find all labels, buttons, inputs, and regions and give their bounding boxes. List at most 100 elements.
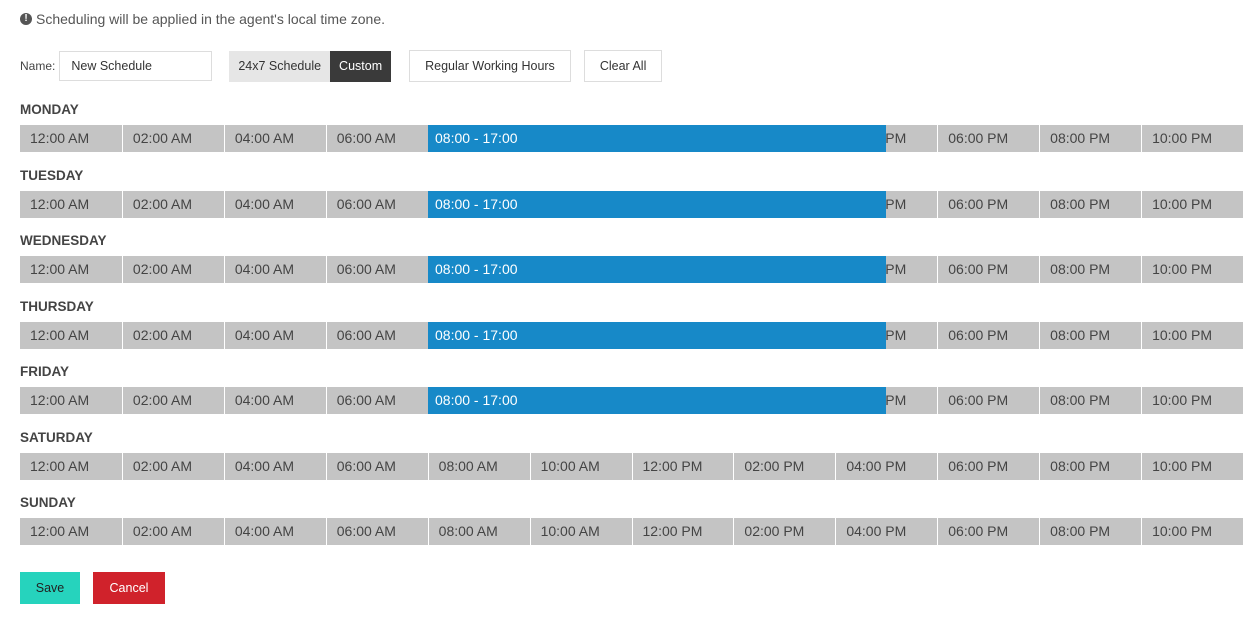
working-hours-block[interactable]: 08:00 - 17:00 (428, 125, 886, 152)
time-slot[interactable]: 06:00 PM (937, 190, 1039, 218)
time-slot[interactable]: 04:00 AM (223, 125, 326, 152)
time-slot[interactable]: 02:00 PM (733, 518, 835, 545)
time-slot[interactable]: 10:00 PM (1141, 190, 1243, 218)
time-slot[interactable]: 10:00 PM (1141, 518, 1243, 545)
time-slot[interactable]: 12:00 AM (30, 130, 90, 146)
working-hours-block[interactable]: 08:00 - 17:00 (428, 190, 886, 218)
schedule-name-input[interactable] (59, 51, 213, 81)
time-slot[interactable]: 06:00 PM (937, 518, 1039, 545)
time-slot[interactable]: 06:00 PM (937, 387, 1039, 414)
time-slot[interactable]: 06:00 AM (325, 387, 428, 414)
time-slot[interactable]: 06:00 AM (325, 256, 428, 283)
time-slot[interactable]: 06:00 AM (325, 452, 428, 480)
form-actions: Save Cancel (20, 572, 165, 604)
time-slot[interactable]: 02:00 AM (121, 125, 224, 152)
cancel-button[interactable]: Cancel (93, 572, 165, 604)
time-slot[interactable]: 12:00 AM (30, 195, 90, 212)
time-slot[interactable]: 08:00 AM (427, 452, 530, 480)
time-slot[interactable]: 12:00 AM (30, 392, 90, 408)
time-slot[interactable]: 08:00 PM (1039, 518, 1141, 545)
time-slot[interactable]: 12:00 PM (631, 452, 734, 480)
day-label: MONDAY (20, 102, 79, 117)
timezone-notice: ! Scheduling will be applied in the agen… (20, 11, 385, 27)
time-slot[interactable]: 02:00 AM (121, 190, 224, 218)
time-slot[interactable]: 08:00 PM (1039, 190, 1141, 218)
time-slot[interactable]: 12:00 AM (30, 261, 90, 277)
day-label: FRIDAY (20, 364, 70, 379)
time-slot[interactable]: 10:00 PM (1141, 387, 1243, 414)
working-hours-block[interactable]: 08:00 - 17:00 (428, 387, 886, 414)
time-slot[interactable]: 08:00 PM (1039, 452, 1141, 480)
time-slot[interactable]: 02:00 AM (121, 256, 224, 283)
time-slot[interactable]: 08:00 PM (1039, 256, 1141, 283)
time-slot[interactable]: 10:00 PM (1141, 125, 1243, 152)
day-row-thursday: THURSDAY 12:00 AM 02:00 AM 04:00 AM 06:00 AM… (20, 297, 1243, 363)
day-row-saturday: SATURDAY 12:00 AM 02:00 AM 04:00 AM 06:00 AM… (20, 428, 1243, 494)
time-slot[interactable]: 02:00 AM (121, 518, 224, 545)
working-hours-block[interactable]: 08:00 - 17:00 (428, 256, 886, 283)
time-slot[interactable]: 04:00 PM (835, 452, 937, 480)
time-slot[interactable]: 12:00 AM (30, 457, 90, 474)
time-slot[interactable]: 04:00 AM (223, 256, 326, 283)
day-row-wednesday: WEDNESDAY 12:00 AM 02:00 AM 04:00 AM 06:00 A… (20, 231, 1243, 297)
time-slot[interactable]: 02:00 AM (121, 452, 224, 480)
time-slot[interactable]: 04:00 AM (223, 321, 326, 349)
day-label: WEDNESDAY (20, 233, 107, 248)
time-slot[interactable]: 02:00 PM (733, 452, 835, 480)
time-slot[interactable]: 06:00 PM (937, 321, 1039, 349)
time-slot[interactable]: 12:00 AM (30, 326, 90, 343)
day-row-sunday: SUNDAY 12:00 AM 02:00 AM 04:00 AM 06:00 AM 08… (20, 493, 1243, 559)
time-slot[interactable]: 02:00 AM (121, 387, 224, 414)
working-hours-block[interactable]: 08:00 - 17:00 (428, 321, 886, 349)
day-label: SUNDAY (20, 495, 76, 510)
time-slot[interactable]: 10:00 PM (1141, 256, 1243, 283)
time-slot[interactable]: 08:00 PM (1039, 125, 1141, 152)
day-label: THURSDAY (20, 298, 94, 314)
schedule-mode-toggle: 24x7 Schedule Custom (229, 50, 392, 82)
time-slot[interactable]: 08:00 PM (1039, 321, 1141, 349)
time-slot[interactable]: 04:00 AM (223, 518, 326, 545)
time-slot[interactable]: 02:00 AM (121, 321, 224, 349)
day-label: SATURDAY (20, 429, 93, 445)
exclamation-info-icon: ! (20, 13, 32, 25)
time-slot[interactable]: 06:00 PM (937, 125, 1039, 152)
regular-working-hours-button[interactable]: Regular Working Hours (409, 50, 571, 82)
time-slot[interactable]: 04:00 AM (223, 387, 326, 414)
time-slot[interactable]: 06:00 AM (325, 190, 428, 218)
time-slot[interactable]: 08:00 PM (1039, 387, 1141, 414)
time-slot[interactable]: 06:00 AM (325, 321, 428, 349)
time-slot[interactable]: 06:00 AM (325, 518, 428, 545)
save-button[interactable]: Save (20, 572, 80, 604)
time-slot[interactable]: 04:00 PM (835, 518, 937, 545)
time-slot[interactable]: 10:00 AM (529, 452, 632, 480)
mode-custom-button[interactable]: Custom (330, 50, 392, 82)
time-slot[interactable]: 10:00 PM (1141, 321, 1243, 349)
time-slot[interactable]: 06:00 PM (937, 256, 1039, 283)
time-slot[interactable]: 04:00 AM (223, 452, 326, 480)
name-label: Name: (20, 59, 56, 73)
schedule-toolbar: Name: 24x7 Schedule Custom Regular Worki… (20, 50, 675, 82)
clear-all-button[interactable]: Clear All (583, 50, 663, 82)
time-slot[interactable]: 12:00 PM (631, 518, 734, 545)
time-slot[interactable]: 04:00 AM (223, 190, 326, 218)
time-slot[interactable]: 10:00 AM (529, 518, 632, 545)
time-slot[interactable]: 12:00 AM (30, 523, 90, 539)
time-slot[interactable]: 10:00 PM (1141, 452, 1243, 480)
time-slot[interactable]: 06:00 PM (937, 452, 1039, 480)
timezone-notice-text: Scheduling will be applied in the agent'… (36, 11, 386, 27)
mode-24x7-button[interactable]: 24x7 Schedule (229, 50, 331, 82)
time-slot[interactable]: 08:00 AM (427, 518, 530, 545)
day-label: TUESDAY (20, 167, 84, 183)
time-slot[interactable]: 06:00 AM (325, 125, 428, 152)
